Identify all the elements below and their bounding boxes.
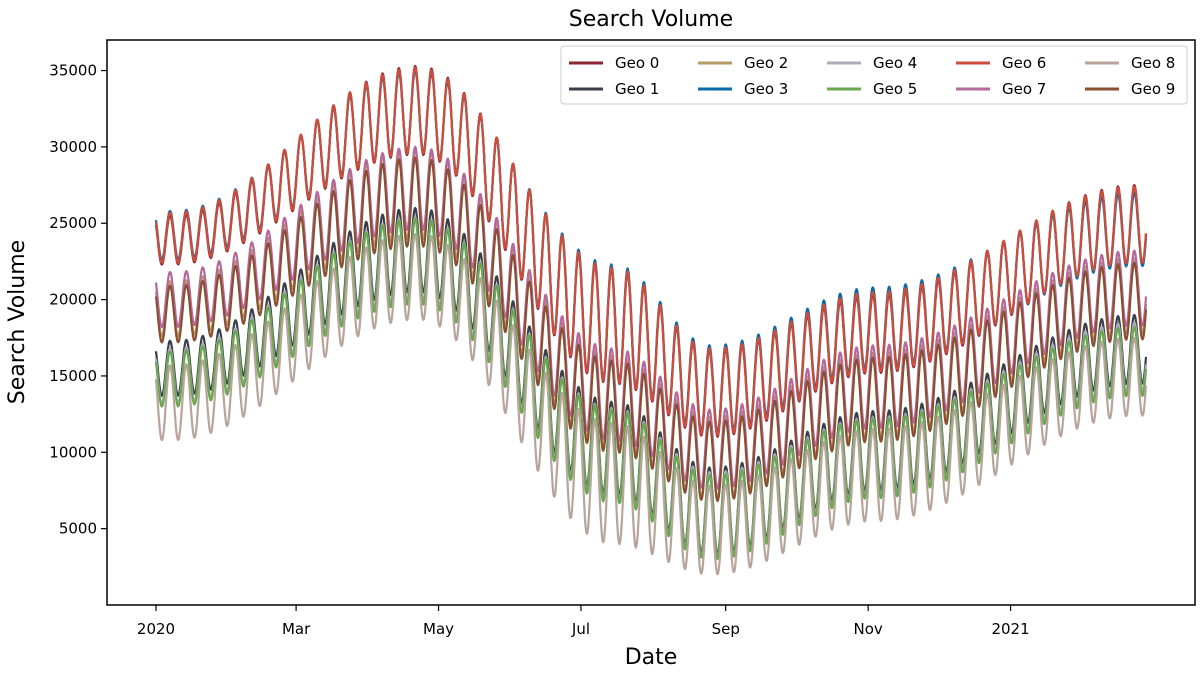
series-line-geo-6 [154,66,1148,437]
legend-label: Geo 5 [873,80,917,98]
y-tick-label: 20000 [49,291,97,309]
y-tick-label: 15000 [49,367,97,385]
x-axis-title: Date [625,645,678,670]
y-tick-label: 5000 [59,520,97,538]
series-line-geo-5 [154,217,1148,561]
plot-frame [106,39,1196,606]
x-tick-label: May [423,620,454,638]
series-line-geo-9 [154,156,1148,503]
x-axis: 2020 Mar May Jul Sep Nov 2021 [137,605,1030,638]
x-tick-label: 2020 [137,620,175,638]
y-axis-title: Search Volume [5,240,30,404]
legend-label: Geo 8 [1131,54,1175,72]
y-tick-label: 35000 [49,62,97,80]
legend-label: Geo 7 [1002,80,1046,98]
x-tick-label: Sep [712,620,740,638]
legend-label: Geo 1 [615,80,659,98]
chart-title: Search Volume [569,7,733,32]
legend-label: Geo 2 [744,54,788,72]
legend-label: Geo 0 [615,54,659,72]
x-tick-label: Nov [854,620,883,638]
legend-label: Geo 3 [744,80,788,98]
y-tick-label: 30000 [49,138,97,156]
legend-label: Geo 4 [873,54,917,72]
y-axis: 5000 10000 15000 20000 25000 30000 35000 [49,62,107,538]
y-tick-label: 25000 [49,214,97,232]
x-tick-label: Mar [282,620,311,638]
x-tick-label: 2021 [991,620,1029,638]
x-tick-label: Jul [571,620,590,638]
series-line-geo-8 [154,232,1148,576]
legend-label: Geo 6 [1002,54,1046,72]
legend-label: Geo 9 [1131,80,1175,98]
plot-area [154,64,1148,576]
legend: Geo 0 Geo 1 Geo 2 Geo 3 Geo 4 Geo 5 Geo 6 Geo 7… [560,45,1188,105]
y-tick-label: 10000 [49,443,97,461]
